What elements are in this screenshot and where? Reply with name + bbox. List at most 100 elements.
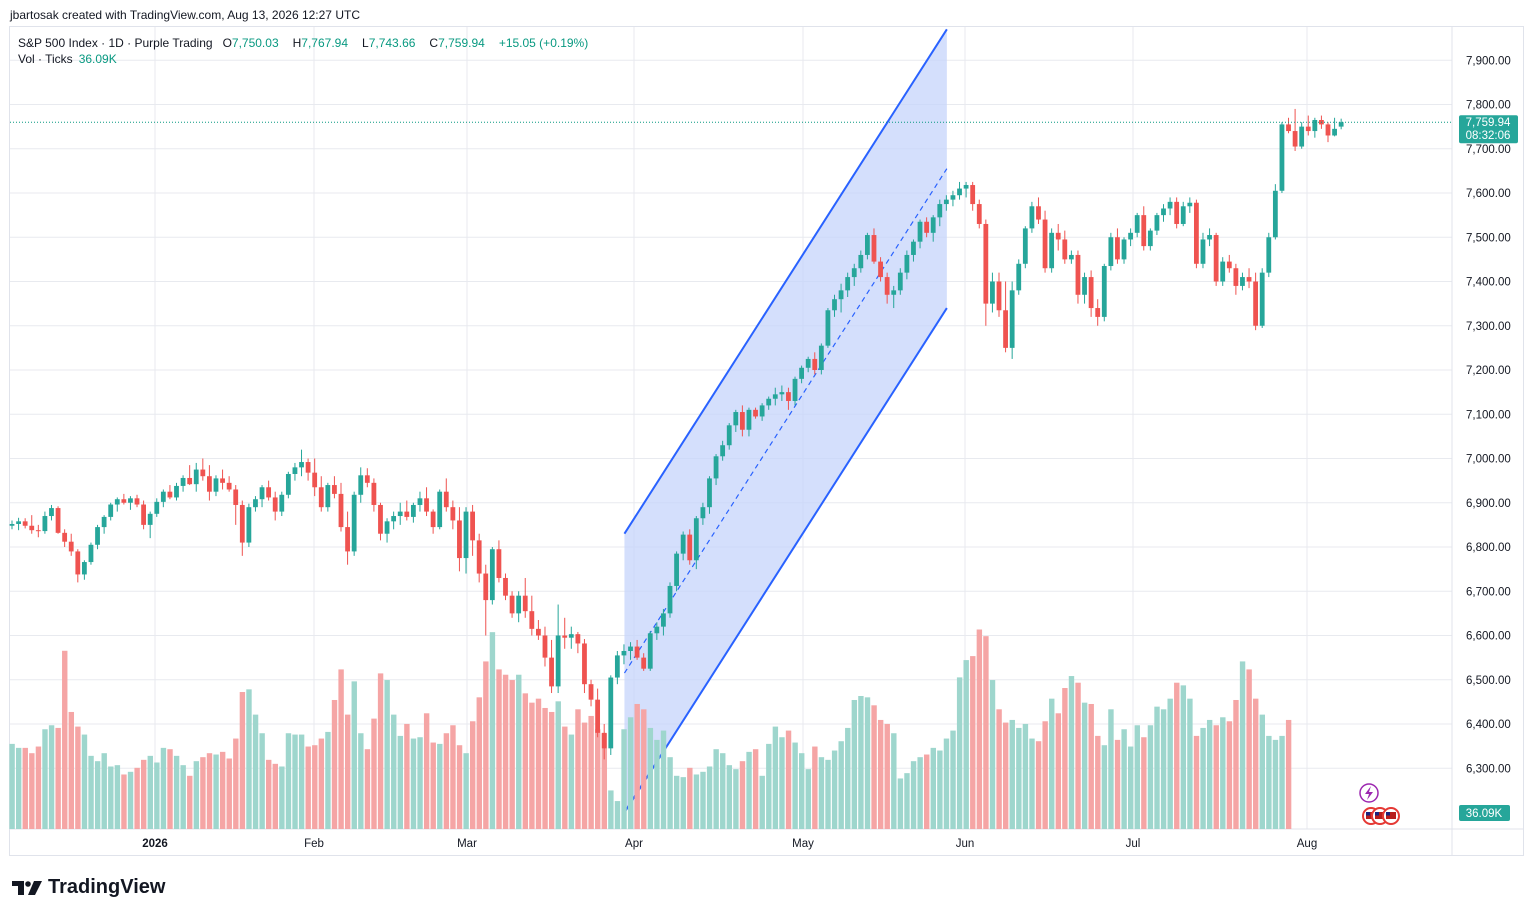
volume-bar (193, 761, 200, 829)
volume-bar (1160, 709, 1167, 829)
candle-body (332, 485, 337, 494)
volume-bar (1022, 723, 1029, 829)
volume-title[interactable]: Vol · Ticks (18, 52, 73, 66)
candle-body (937, 204, 943, 218)
symbol-title[interactable]: S&P 500 Index · 1D · Purple Trading (18, 36, 213, 50)
candle-body (943, 199, 949, 205)
candle-body (805, 358, 811, 368)
volume-bar (377, 673, 384, 829)
candle-body (1187, 202, 1193, 207)
candle-body (1174, 201, 1180, 224)
candle-body (1272, 190, 1278, 238)
candle-body (871, 235, 877, 262)
candle-body (1088, 277, 1094, 309)
candle-body (628, 646, 633, 651)
candle-body (1220, 261, 1226, 282)
volume-bar (173, 755, 180, 829)
candle-body (970, 185, 976, 205)
candle-body (29, 525, 35, 531)
candle-body (772, 394, 778, 399)
volume-bar (542, 707, 548, 829)
volume-bar (1187, 698, 1193, 829)
candle-body (108, 504, 114, 517)
candle-body (292, 467, 298, 474)
candle-body (16, 521, 21, 524)
volume-bar (1134, 725, 1140, 829)
tradingview-logo[interactable]: TradingView (12, 876, 165, 899)
candle-body (522, 595, 528, 612)
candle-body (437, 491, 443, 528)
volume-bar (15, 747, 22, 829)
tradingview-logo-text: TradingView (48, 876, 166, 898)
volume-bar (423, 713, 430, 829)
volume-bar (864, 697, 871, 829)
price-axis: 6,300.00 6,400.00 6,500.00 6,600.00 6,700.00… (1466, 55, 1511, 775)
candle-body (759, 405, 765, 417)
candle-body (1338, 122, 1344, 127)
volume-bar (871, 705, 877, 829)
candle-body (35, 530, 41, 532)
volume-bar (42, 729, 48, 829)
y-tick-label: 7,100.00 (1466, 409, 1511, 421)
candle-body (1213, 235, 1219, 282)
us-flag-stripes (1375, 812, 1385, 819)
volume-bar (647, 727, 654, 829)
volume-badge (1459, 805, 1510, 821)
volume-bar (812, 746, 818, 829)
candle-body (1299, 126, 1305, 147)
candle-body (134, 498, 140, 505)
candle-body (595, 699, 601, 733)
candle-body (470, 511, 475, 541)
volume-bar (279, 766, 285, 829)
volume-bar (1259, 714, 1265, 829)
volume-bar (1055, 713, 1062, 829)
candle-body (101, 516, 107, 528)
y-tick-label: 6,600.00 (1466, 631, 1511, 643)
volume-bar (930, 747, 936, 829)
volume-bar (496, 669, 502, 829)
volume-bar (1206, 719, 1213, 829)
volume-bar (443, 733, 450, 829)
y-tick-label: 6,500.00 (1466, 675, 1511, 687)
candle-body (1003, 310, 1008, 348)
volume-bar (463, 753, 469, 829)
candle-body (424, 498, 429, 512)
volume-bar (897, 778, 904, 829)
candle-body (963, 185, 969, 189)
candle-body (1075, 254, 1081, 295)
volume-bar (266, 759, 272, 829)
volume-bar (1035, 741, 1042, 829)
volume-bar (720, 753, 726, 829)
candle-body (450, 507, 456, 521)
volume-bar (1167, 698, 1173, 829)
volume-value: 36.09K (78, 52, 117, 66)
candle-body (897, 272, 903, 291)
candle-body (9, 523, 15, 526)
candle-body (792, 378, 798, 401)
volume-bar (430, 742, 436, 829)
candle-body (1141, 215, 1147, 247)
volume-badge-label: 36.09K (1466, 808, 1503, 820)
volume-bar (687, 767, 693, 829)
volume-bar (509, 680, 515, 829)
candle-body (891, 290, 897, 295)
candle-body (1207, 235, 1212, 240)
volume-bar (1272, 739, 1279, 829)
candle-body (818, 345, 824, 370)
candle-body (88, 544, 94, 563)
candle-body (483, 573, 489, 601)
volume-bar (1233, 699, 1239, 829)
candle-body (976, 204, 982, 224)
candle-body (1062, 239, 1068, 260)
candle-body (1055, 232, 1061, 240)
candle-body (200, 469, 206, 477)
volume-bar (654, 739, 660, 829)
volume-bar (529, 702, 535, 829)
candle-body (1325, 124, 1331, 136)
volume-bar (114, 765, 121, 829)
close-label: C (429, 36, 439, 50)
chart-legend: S&P 500 Index · 1D · Purple Trading O7,7… (18, 35, 592, 67)
created-by-caption: jbartosak created with TradingView.com, … (10, 8, 360, 22)
candle-body (503, 577, 508, 596)
